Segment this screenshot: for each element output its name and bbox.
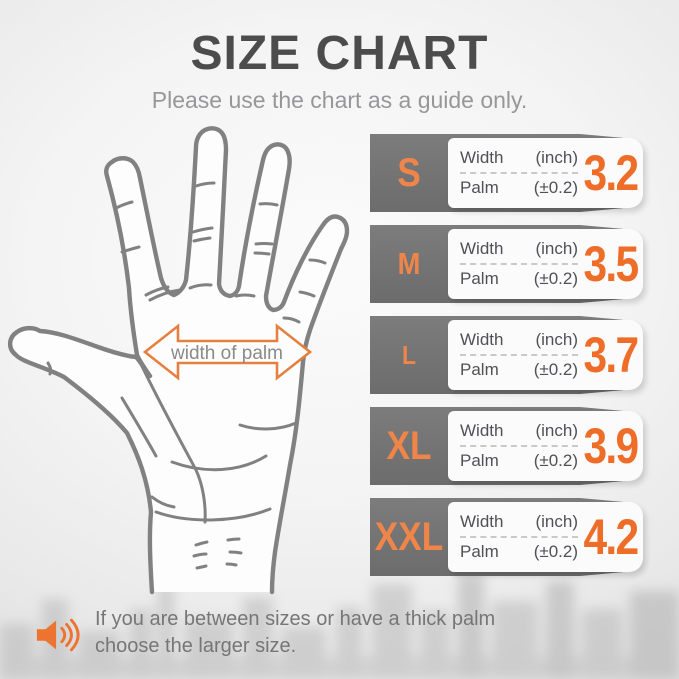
measure-unit: (±0.2) — [533, 269, 578, 288]
measure-unit: (inch) — [535, 421, 578, 440]
size-row-s: Width (inch) Palm (±0.2) 3.2 S — [370, 134, 646, 212]
size-value: 3.9 — [583, 418, 639, 474]
size-row-m: Width (inch) Palm (±0.2) 3.5 M — [370, 225, 646, 303]
page-subtitle: Please use the chart as a guide only. — [151, 87, 528, 113]
header: SIZE CHART Please use the chart as a gui… — [0, 26, 679, 114]
footer-note-line1: If you are between sizes or have a thick… — [95, 608, 496, 630]
size-value: 3.2 — [583, 145, 639, 201]
measure-label: Width — [460, 512, 504, 531]
dashed-divider — [460, 172, 578, 174]
size-name: M — [397, 246, 421, 281]
measure-unit: (inch) — [535, 239, 578, 258]
page-title: SIZE CHART — [190, 27, 489, 80]
measure-label: Palm — [460, 269, 499, 288]
measure-label: Palm — [460, 451, 499, 470]
measure-unit: (±0.2) — [533, 178, 578, 197]
measure-label: Width — [460, 330, 504, 349]
measure-unit: (±0.2) — [533, 542, 578, 561]
size-name: XL — [386, 424, 432, 468]
measure-unit: (inch) — [535, 148, 578, 167]
footer-note-line2: choose the larger size. — [95, 635, 297, 657]
speaker-icon — [36, 618, 80, 652]
measure-label: Width — [460, 421, 504, 440]
dashed-divider — [460, 445, 578, 447]
dashed-divider — [460, 263, 578, 265]
measure-unit: (±0.2) — [533, 451, 578, 470]
measure-unit: (±0.2) — [533, 360, 578, 379]
size-name: S — [397, 151, 421, 195]
size-row-xxl: Width (inch) Palm (±0.2) 4.2 XXL — [370, 498, 646, 576]
size-value: 3.5 — [583, 236, 639, 292]
hand-outline — [7, 126, 350, 595]
size-value: 4.2 — [583, 509, 639, 565]
hand-creases — [46, 181, 327, 570]
size-row-xl: Width (inch) Palm (±0.2) 3.9 XL — [370, 407, 646, 485]
size-name: L — [402, 340, 416, 370]
dashed-divider — [460, 354, 578, 356]
measure-box: Width (inch) Palm (±0.2) 3.7 — [448, 320, 643, 390]
size-name: XXL — [374, 515, 444, 559]
size-row-l: Width (inch) Palm (±0.2) 3.7 L — [370, 316, 646, 394]
arrow-label: width of palm — [170, 343, 283, 364]
measure-box: Width (inch) Palm (±0.2) 4.2 — [448, 502, 643, 572]
measure-label: Palm — [460, 542, 499, 561]
measure-box: Width (inch) Palm (±0.2) 3.9 — [448, 411, 643, 481]
dashed-divider — [460, 536, 578, 538]
measure-label: Palm — [460, 178, 499, 197]
measure-label: Width — [460, 148, 504, 167]
footer-note: If you are between sizes or have a thick… — [95, 606, 515, 660]
width-of-palm-arrow: width of palm — [142, 323, 313, 381]
measure-unit: (inch) — [535, 330, 578, 349]
measure-unit: (inch) — [535, 512, 578, 531]
size-value: 3.7 — [583, 327, 639, 383]
hand-illustration: width of palm — [7, 126, 350, 595]
measure-label: Palm — [460, 360, 499, 379]
measure-box: Width (inch) Palm (±0.2) 3.5 — [448, 229, 643, 299]
measure-label: Width — [460, 239, 504, 258]
measure-box: Width (inch) Palm (±0.2) 3.2 — [448, 138, 643, 208]
double-arrow-icon — [142, 323, 313, 381]
